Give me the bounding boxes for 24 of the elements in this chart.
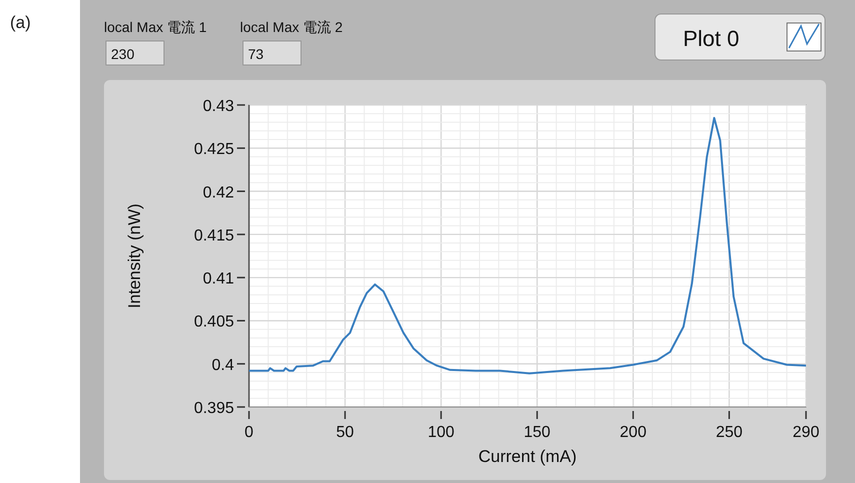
y-tick-label: 0.395 [194,400,234,417]
y-tick-label: 0.43 [202,98,234,115]
x-tick-label: 250 [716,424,743,441]
y-axis-title: Intensity (nW) [125,204,144,308]
text: local Max 電流 1 [104,19,207,35]
x-tick-label: 290 [792,424,820,441]
y-tick-label: 0.415 [194,227,234,244]
y-tick-label: 0.42 [202,184,234,202]
text: local Max 電流 2 [240,19,343,35]
y-tick-label: 0.41 [202,270,234,288]
legend-label: Plot 0 [683,26,740,51]
y-tick-label: 0.4 [212,356,234,374]
x-tick-label: 50 [336,424,354,441]
y-tick-label: 0.405 [194,314,234,331]
x-axis-title: Current (mA) [478,447,577,466]
text: (a) [10,13,31,32]
text: 73 [248,46,264,62]
x-tick-label: 150 [524,424,551,441]
x-tick-label: 0 [244,424,254,441]
x-tick-label: 200 [620,424,647,441]
y-tick-label: 0.425 [194,141,234,158]
text: 230 [111,46,135,62]
line-series [248,116,807,374]
x-tick-label: 100 [428,424,455,441]
